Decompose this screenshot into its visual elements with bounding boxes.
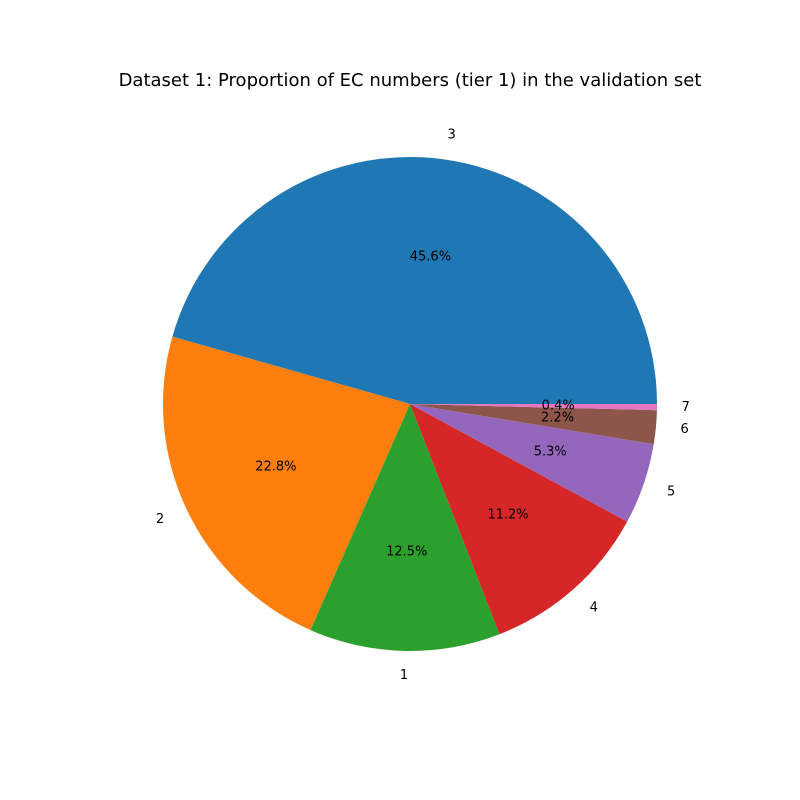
pie-slice-4 <box>410 404 628 635</box>
percent-label-3: 45.6% <box>410 250 451 265</box>
pie-slice-7 <box>410 404 657 411</box>
pie-slice-3 <box>172 157 658 404</box>
slice-label-1: 1 <box>400 668 408 683</box>
chart-title: Dataset 1: Proportion of EC numbers (tie… <box>118 70 702 91</box>
slice-label-7: 7 <box>682 400 690 415</box>
slices-layer <box>163 157 658 651</box>
pie-slice-5 <box>410 404 654 522</box>
percent-label-4: 11.2% <box>487 508 528 523</box>
slice-label-5: 5 <box>667 485 675 500</box>
percent-label-7: 0.4% <box>542 398 575 413</box>
pie-slice-1 <box>310 404 500 651</box>
percent-label-6: 2.2% <box>541 410 574 425</box>
percent-label-2: 22.8% <box>255 460 296 475</box>
slice-label-3: 3 <box>447 127 455 142</box>
slice-label-4: 4 <box>590 600 598 615</box>
labels-layer: 3 45.6% 2 22.8% 1 12.5% 4 11.2% 5 5.3% 6 2.2% 7 0.4% <box>156 127 690 683</box>
pie-slice-6 <box>410 404 657 445</box>
percent-label-5: 5.3% <box>534 445 567 460</box>
percent-label-1: 12.5% <box>386 545 427 560</box>
slice-label-6: 6 <box>680 422 688 437</box>
slice-label-2: 2 <box>156 512 164 527</box>
pie-slice-2 <box>163 336 410 631</box>
